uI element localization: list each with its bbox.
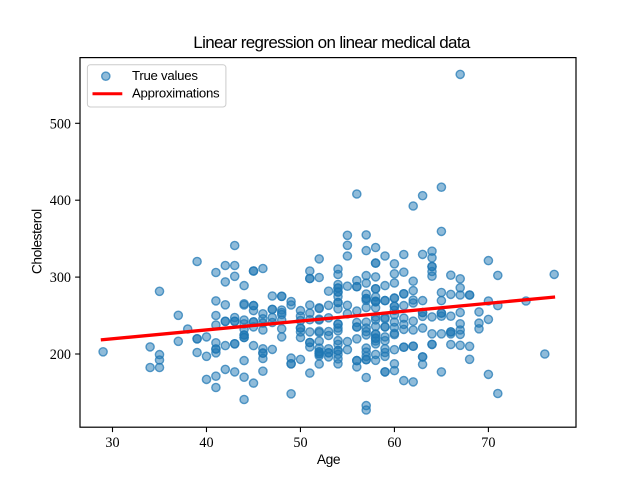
- svg-text:Approximations: Approximations: [132, 86, 220, 101]
- svg-text:300: 300: [50, 270, 71, 286]
- svg-text:Linear regression on linear me: Linear regression on linear medical data: [193, 33, 471, 52]
- svg-text:40: 40: [199, 435, 213, 451]
- svg-text:Age: Age: [317, 452, 341, 467]
- svg-text:200: 200: [50, 347, 71, 363]
- svg-text:60: 60: [387, 435, 401, 451]
- svg-text:400: 400: [50, 193, 71, 209]
- svg-text:Cholesterol: Cholesterol: [30, 209, 45, 274]
- svg-text:70: 70: [481, 435, 495, 451]
- svg-text:True values: True values: [132, 68, 198, 83]
- svg-text:50: 50: [293, 435, 307, 451]
- svg-text:500: 500: [50, 116, 71, 132]
- svg-text:30: 30: [105, 435, 119, 451]
